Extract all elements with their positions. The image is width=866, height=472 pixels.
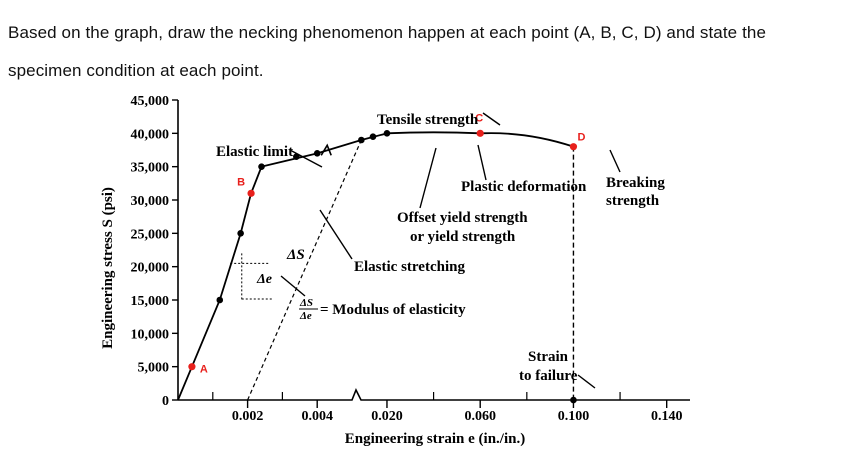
label-strain-failure-1: Strain	[528, 349, 569, 365]
point-label-a: A	[200, 364, 208, 376]
y-tick-label: 25,000	[131, 227, 170, 242]
label-modulus: = Modulus of elasticity	[320, 302, 466, 318]
x-tick-label: 0.140	[651, 409, 683, 424]
data-point	[237, 230, 244, 237]
leader-strain-failure	[577, 374, 596, 389]
label-delta-s: ΔS	[286, 247, 305, 263]
x-axis-line	[178, 388, 690, 401]
y-tick-label: 10,000	[131, 327, 170, 342]
point-b	[247, 189, 255, 197]
x-tick-label: 0.004	[301, 409, 333, 424]
label-elastic-stretching: Elastic stretching	[354, 259, 465, 275]
label-plastic-deformation: Plastic deformation	[461, 179, 587, 195]
data-point	[258, 163, 265, 170]
y-tick-label: 45,000	[131, 94, 170, 109]
question-text: Based on the graph, draw the necking phe…	[8, 14, 860, 90]
y-tick-label: 40,000	[131, 127, 170, 142]
point-label-b: B	[237, 176, 245, 188]
data-point	[216, 296, 224, 304]
y-tick-label: 30,000	[131, 194, 170, 209]
y-axis-label: Engineering stress S (psi)	[100, 187, 116, 349]
point-d	[569, 143, 578, 151]
leader-tensile	[482, 112, 501, 126]
axes	[177, 100, 690, 401]
y-tick-label: 20,000	[131, 261, 170, 276]
point-label-d: D	[577, 132, 585, 144]
label-breaking-2: strength	[606, 193, 660, 209]
label-modulus-de: Δe	[299, 310, 312, 322]
leader-modulus	[280, 275, 306, 297]
x-tick-label: 0.100	[558, 409, 590, 424]
label-breaking-1: Breaking	[606, 175, 665, 191]
label-delta-e: Δe	[256, 272, 272, 287]
offset-yield-line	[247, 139, 362, 401]
leader-offset	[419, 147, 437, 209]
data-point	[383, 130, 391, 137]
point-c	[476, 129, 484, 137]
label-tensile-strength: Tensile strength	[377, 112, 479, 128]
leader-plastic	[477, 144, 487, 181]
curve-break-symbol	[320, 143, 332, 156]
guide-lines	[230, 139, 575, 401]
question-line-1: Based on the graph, draw the necking phe…	[8, 23, 766, 42]
markers: A B C D	[188, 112, 585, 404]
x-axis-label: Engineering strain e (in./in.)	[345, 431, 525, 447]
label-strain-failure-2: to failure	[519, 368, 578, 384]
data-point	[570, 396, 577, 404]
y-tick-label: 5,000	[138, 361, 170, 376]
y-ticks: 0 5,000 10,000 15,000 20,000 25,000 30,000 35,0…	[131, 94, 178, 409]
label-modulus-ds: ΔS	[299, 297, 313, 309]
curve-group	[177, 131, 574, 401]
x-tick-label: 0.020	[371, 409, 403, 424]
label-elastic-limit: Elastic limit	[216, 144, 293, 160]
label-offset-yield-1: Offset yield strength	[397, 210, 528, 226]
stress-strain-curve	[177, 131, 574, 401]
leader-elastic-limit	[289, 149, 323, 168]
point-label-c: C	[475, 112, 483, 124]
y-tick-label: 35,000	[131, 161, 170, 176]
label-offset-yield-2: or yield strength	[410, 229, 516, 245]
leader-breaking	[609, 149, 621, 173]
y-tick-label: 15,000	[131, 294, 170, 309]
x-ticks: 0.002 0.004 0.020 0.060 0.100 0.140	[212, 392, 683, 424]
leader-stretching	[319, 209, 353, 260]
data-point	[369, 133, 377, 140]
data-point	[313, 150, 321, 157]
data-point	[358, 136, 365, 144]
question-line-2: specimen condition at each point.	[8, 61, 264, 80]
x-tick-label: 0.060	[464, 409, 496, 424]
point-a	[188, 363, 196, 371]
x-tick-label: 0.002	[232, 409, 264, 424]
y-tick-label: 0	[162, 394, 169, 409]
